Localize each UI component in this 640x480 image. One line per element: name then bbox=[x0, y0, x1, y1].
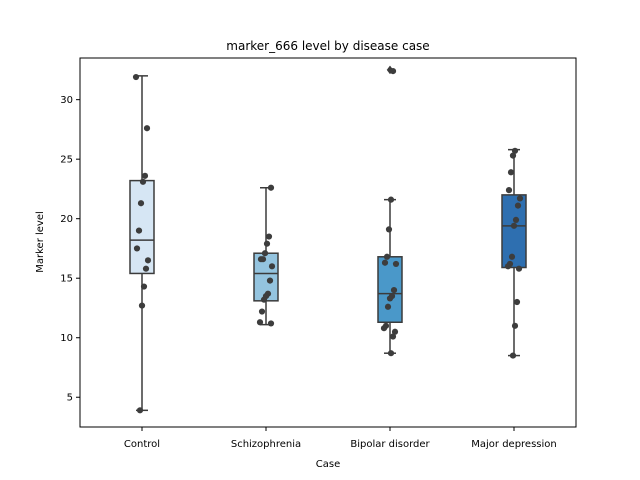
data-point bbox=[266, 277, 274, 284]
data-point bbox=[143, 125, 151, 132]
axis-ticks: 5 10 15 20 25 30 Control Schizophrenia Bipolar d… bbox=[60, 95, 556, 450]
data-point bbox=[133, 245, 141, 252]
data-point bbox=[511, 322, 519, 329]
y-tick-label: 15 bbox=[60, 274, 73, 285]
data-point bbox=[504, 263, 512, 270]
data-point bbox=[391, 328, 399, 335]
box-iqr bbox=[377, 256, 403, 324]
data-point bbox=[261, 250, 269, 257]
x-axis-label: Case bbox=[316, 459, 340, 470]
plot-area bbox=[129, 65, 527, 414]
y-tick-label: 25 bbox=[60, 155, 73, 166]
data-point bbox=[267, 320, 275, 327]
data-point bbox=[511, 147, 519, 154]
box-group bbox=[129, 75, 155, 412]
data-point bbox=[140, 283, 148, 290]
data-point bbox=[380, 325, 388, 332]
data-point bbox=[139, 178, 147, 185]
y-tick-label: 10 bbox=[60, 333, 73, 344]
y-tick-label: 5 bbox=[67, 393, 73, 404]
data-point bbox=[257, 256, 265, 263]
data-point bbox=[136, 407, 144, 414]
data-point bbox=[263, 240, 271, 247]
data-point bbox=[260, 296, 268, 303]
x-tick-label: Bipolar disorder bbox=[350, 439, 430, 450]
data-point bbox=[392, 260, 400, 268]
data-point bbox=[516, 195, 524, 202]
x-tick-label: Control bbox=[124, 439, 160, 450]
y-axis-label: Marker level bbox=[35, 211, 46, 273]
data-point bbox=[256, 319, 264, 326]
data-point bbox=[141, 172, 149, 179]
data-point bbox=[510, 222, 518, 229]
data-point bbox=[137, 200, 145, 207]
data-point bbox=[144, 257, 152, 264]
data-point bbox=[514, 202, 522, 209]
data-point bbox=[258, 308, 266, 315]
box-group bbox=[377, 65, 403, 354]
data-point bbox=[387, 350, 395, 357]
data-point bbox=[142, 265, 150, 272]
data-point bbox=[381, 259, 389, 266]
data-point bbox=[389, 333, 397, 340]
data-point bbox=[512, 216, 520, 223]
data-point bbox=[509, 152, 517, 159]
x-tick-label: Major depression bbox=[471, 439, 557, 450]
data-point bbox=[265, 233, 273, 240]
data-point bbox=[513, 298, 521, 306]
data-point bbox=[387, 196, 395, 203]
box-iqr bbox=[129, 179, 155, 275]
data-point bbox=[386, 295, 394, 302]
y-tick-label: 20 bbox=[60, 214, 73, 225]
data-point bbox=[383, 253, 391, 260]
data-point bbox=[390, 287, 398, 294]
data-point bbox=[509, 352, 517, 359]
plot-frame bbox=[79, 57, 577, 428]
data-point bbox=[384, 303, 392, 310]
data-point bbox=[138, 302, 146, 309]
data-point bbox=[268, 263, 276, 270]
data-point bbox=[507, 169, 515, 176]
data-point bbox=[132, 73, 140, 81]
data-point bbox=[385, 226, 393, 233]
data-point bbox=[135, 227, 143, 234]
data-point bbox=[389, 67, 397, 75]
x-tick-label: Schizophrenia bbox=[231, 439, 301, 450]
data-point bbox=[508, 253, 516, 260]
data-point bbox=[505, 187, 513, 194]
chart-title: marker_666 level by disease case bbox=[226, 39, 429, 53]
data-point bbox=[267, 184, 275, 191]
data-point bbox=[515, 265, 523, 272]
y-tick-label: 30 bbox=[60, 95, 73, 106]
